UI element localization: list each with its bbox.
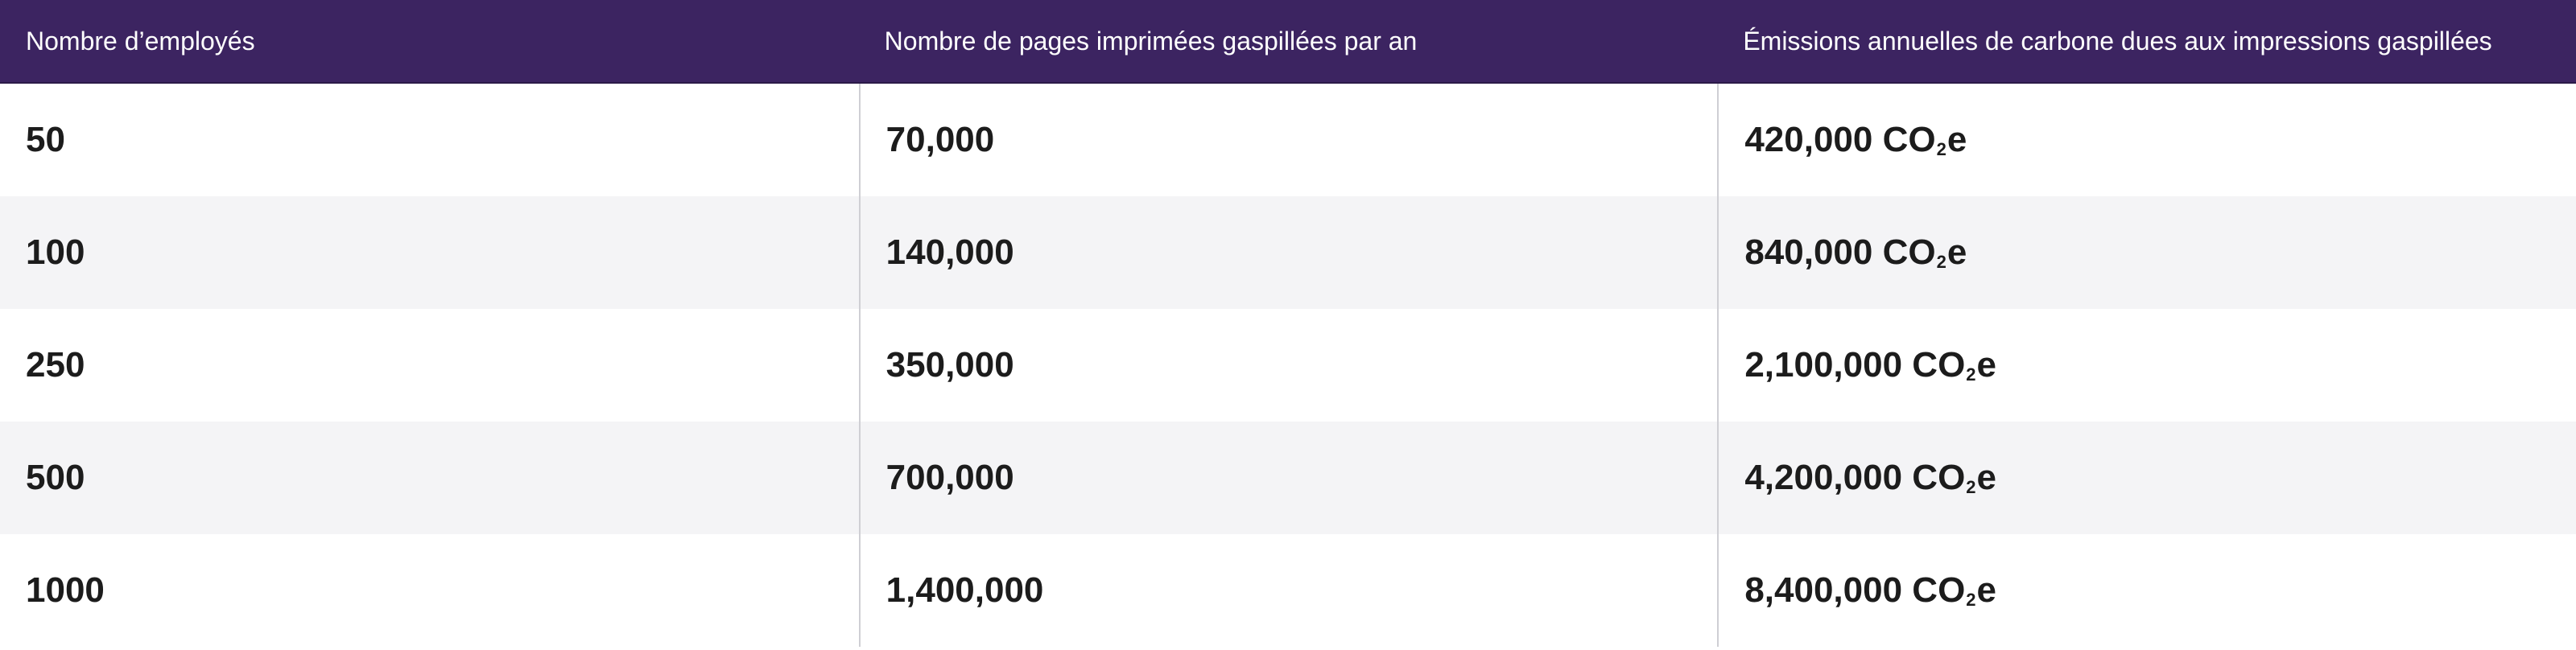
cell-employees: 50 [26, 120, 65, 159]
cell-employees: 250 [26, 345, 85, 385]
cell-wasted-pages: 140,000 [858, 196, 1718, 309]
cell-employees: 100 [26, 232, 85, 272]
emissions-value: 420,000 [1744, 120, 1873, 159]
table-row: 100 140,000 840,000 CO 2 e [0, 196, 2576, 309]
unit-subscript: 2 [1966, 477, 1976, 497]
table-row: 50 70,000 420,000 CO 2 e [0, 84, 2576, 196]
unit-subscript: 2 [1936, 252, 1946, 272]
table-body: 50 70,000 420,000 CO 2 e 100 140,000 840,0… [0, 84, 2576, 647]
table-row: 1000 1,400,000 8,400,000 CO 2 e [0, 534, 2576, 647]
header-carbon-emissions: Émissions annuelles de carbone dues aux … [1743, 26, 2492, 56]
cell-wasted-pages: 70,000 [858, 84, 1718, 196]
cell-wasted-pages: 1,400,000 [858, 534, 1718, 647]
unit-e: e [1976, 570, 1997, 610]
table-row: 250 350,000 2,100,000 CO 2 e [0, 309, 2576, 422]
header-employees: Nombre d’employés [26, 26, 255, 56]
cell-carbon-emissions: 420,000 CO 2 e [1717, 84, 2576, 196]
table-header: Nombre d’employés Nombre de pages imprim… [0, 0, 2576, 84]
unit-co: CO [1882, 232, 1936, 272]
cell-carbon-emissions: 4,200,000 CO 2 e [1717, 422, 2576, 534]
emissions-value: 2,100,000 [1744, 345, 1903, 385]
unit-e: e [1946, 232, 1967, 272]
emissions-value: 8,400,000 [1744, 570, 1903, 610]
unit-co: CO [1882, 120, 1936, 159]
unit-subscript: 2 [1936, 139, 1946, 159]
cell-employees: 1000 [26, 570, 105, 610]
unit-co: CO [1912, 458, 1966, 497]
unit-e: e [1946, 120, 1967, 159]
cell-wasted-pages: 700,000 [858, 422, 1718, 534]
emissions-value: 4,200,000 [1744, 458, 1903, 497]
header-wasted-pages: Nombre de pages imprimées gaspillées par… [884, 26, 1418, 56]
unit-e: e [1976, 458, 1997, 497]
unit-subscript: 2 [1966, 590, 1976, 610]
cell-carbon-emissions: 8,400,000 CO 2 e [1717, 534, 2576, 647]
unit-co: CO [1912, 570, 1966, 610]
cell-carbon-emissions: 840,000 CO 2 e [1717, 196, 2576, 309]
cell-wasted-pages: 350,000 [858, 309, 1718, 422]
unit-subscript: 2 [1966, 364, 1976, 385]
unit-co: CO [1912, 345, 1966, 385]
unit-e: e [1976, 345, 1997, 385]
table-row: 500 700,000 4,200,000 CO 2 e [0, 422, 2576, 534]
cell-employees: 500 [26, 458, 85, 497]
cell-carbon-emissions: 2,100,000 CO 2 e [1717, 309, 2576, 422]
emissions-value: 840,000 [1744, 232, 1873, 272]
